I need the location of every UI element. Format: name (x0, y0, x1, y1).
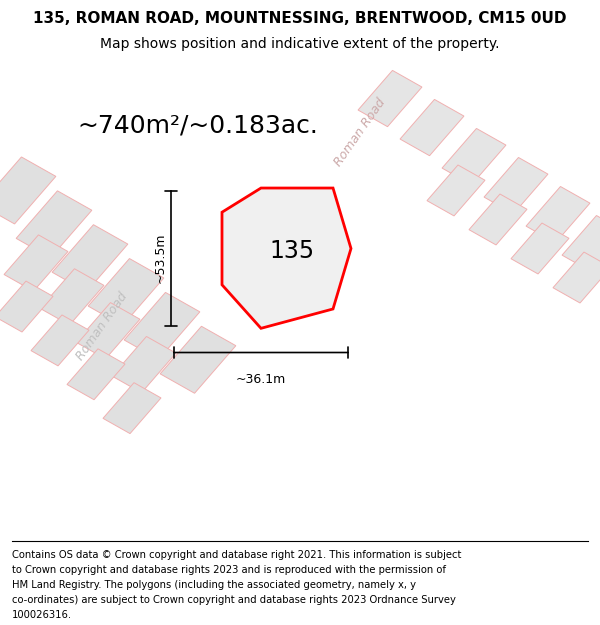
Polygon shape (4, 235, 68, 291)
Polygon shape (103, 382, 161, 434)
Text: Roman Road: Roman Road (332, 96, 388, 169)
Polygon shape (67, 349, 125, 400)
Polygon shape (400, 99, 464, 156)
Polygon shape (31, 315, 89, 366)
Polygon shape (160, 326, 236, 393)
Text: 135, ROMAN ROAD, MOUNTNESSING, BRENTWOOD, CM15 0UD: 135, ROMAN ROAD, MOUNTNESSING, BRENTWOOD… (33, 11, 567, 26)
Text: co-ordinates) are subject to Crown copyright and database rights 2023 Ordnance S: co-ordinates) are subject to Crown copyr… (12, 595, 456, 605)
Polygon shape (222, 188, 351, 328)
Text: 100026316.: 100026316. (12, 611, 72, 621)
Polygon shape (442, 129, 506, 185)
Text: ~53.5m: ~53.5m (154, 233, 167, 283)
Polygon shape (511, 223, 569, 274)
Polygon shape (526, 186, 590, 242)
Text: HM Land Registry. The polygons (including the associated geometry, namely x, y: HM Land Registry. The polygons (includin… (12, 580, 416, 590)
Polygon shape (0, 281, 53, 332)
Polygon shape (88, 259, 164, 326)
Text: ~36.1m: ~36.1m (236, 373, 286, 386)
Polygon shape (469, 194, 527, 245)
Polygon shape (0, 157, 56, 224)
Polygon shape (553, 252, 600, 303)
Polygon shape (358, 71, 422, 127)
Text: Map shows position and indicative extent of the property.: Map shows position and indicative extent… (100, 38, 500, 51)
Text: Roman Road: Roman Road (74, 289, 130, 362)
Polygon shape (40, 269, 104, 325)
Text: ~740m²/~0.183ac.: ~740m²/~0.183ac. (77, 113, 319, 137)
Text: 135: 135 (269, 239, 315, 263)
Polygon shape (112, 336, 176, 392)
Polygon shape (76, 302, 140, 359)
Text: to Crown copyright and database rights 2023 and is reproduced with the permissio: to Crown copyright and database rights 2… (12, 565, 446, 575)
Polygon shape (124, 292, 200, 359)
Polygon shape (52, 225, 128, 292)
Text: Contains OS data © Crown copyright and database right 2021. This information is : Contains OS data © Crown copyright and d… (12, 550, 461, 560)
Polygon shape (16, 191, 92, 258)
Polygon shape (427, 165, 485, 216)
Polygon shape (562, 216, 600, 272)
Polygon shape (484, 158, 548, 214)
